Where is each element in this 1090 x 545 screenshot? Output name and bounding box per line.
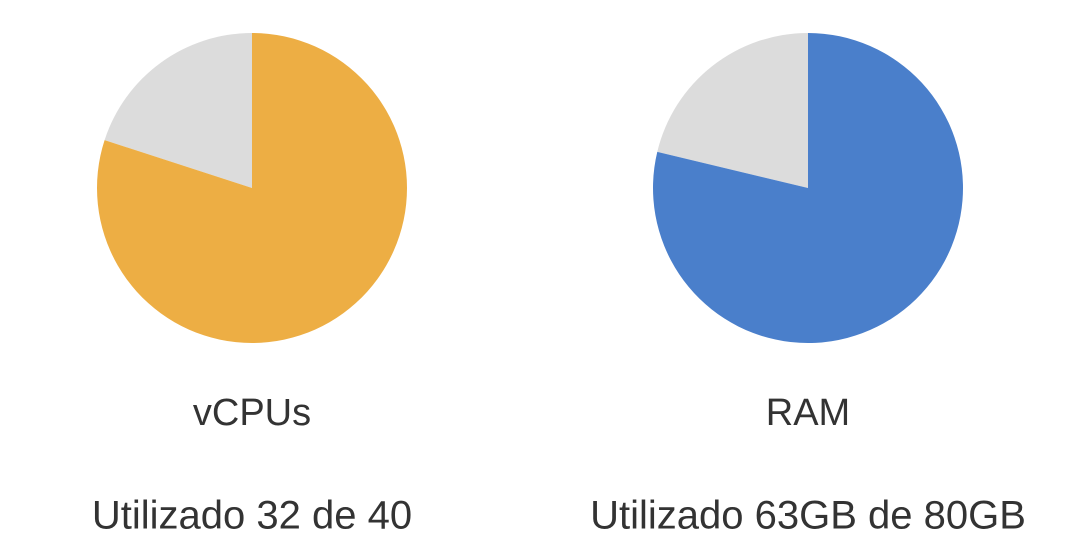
usage-caption: Utilizado 32 de 40 bbox=[92, 494, 412, 538]
pie-title: vCPUs bbox=[193, 392, 311, 434]
free-slice bbox=[104, 33, 252, 188]
pie-title: RAM bbox=[766, 392, 850, 434]
used-slice bbox=[96, 33, 407, 343]
free-slice bbox=[657, 33, 808, 188]
usage-caption: Utilizado 63GB de 80GB bbox=[590, 494, 1026, 538]
used-slice bbox=[652, 33, 963, 344]
